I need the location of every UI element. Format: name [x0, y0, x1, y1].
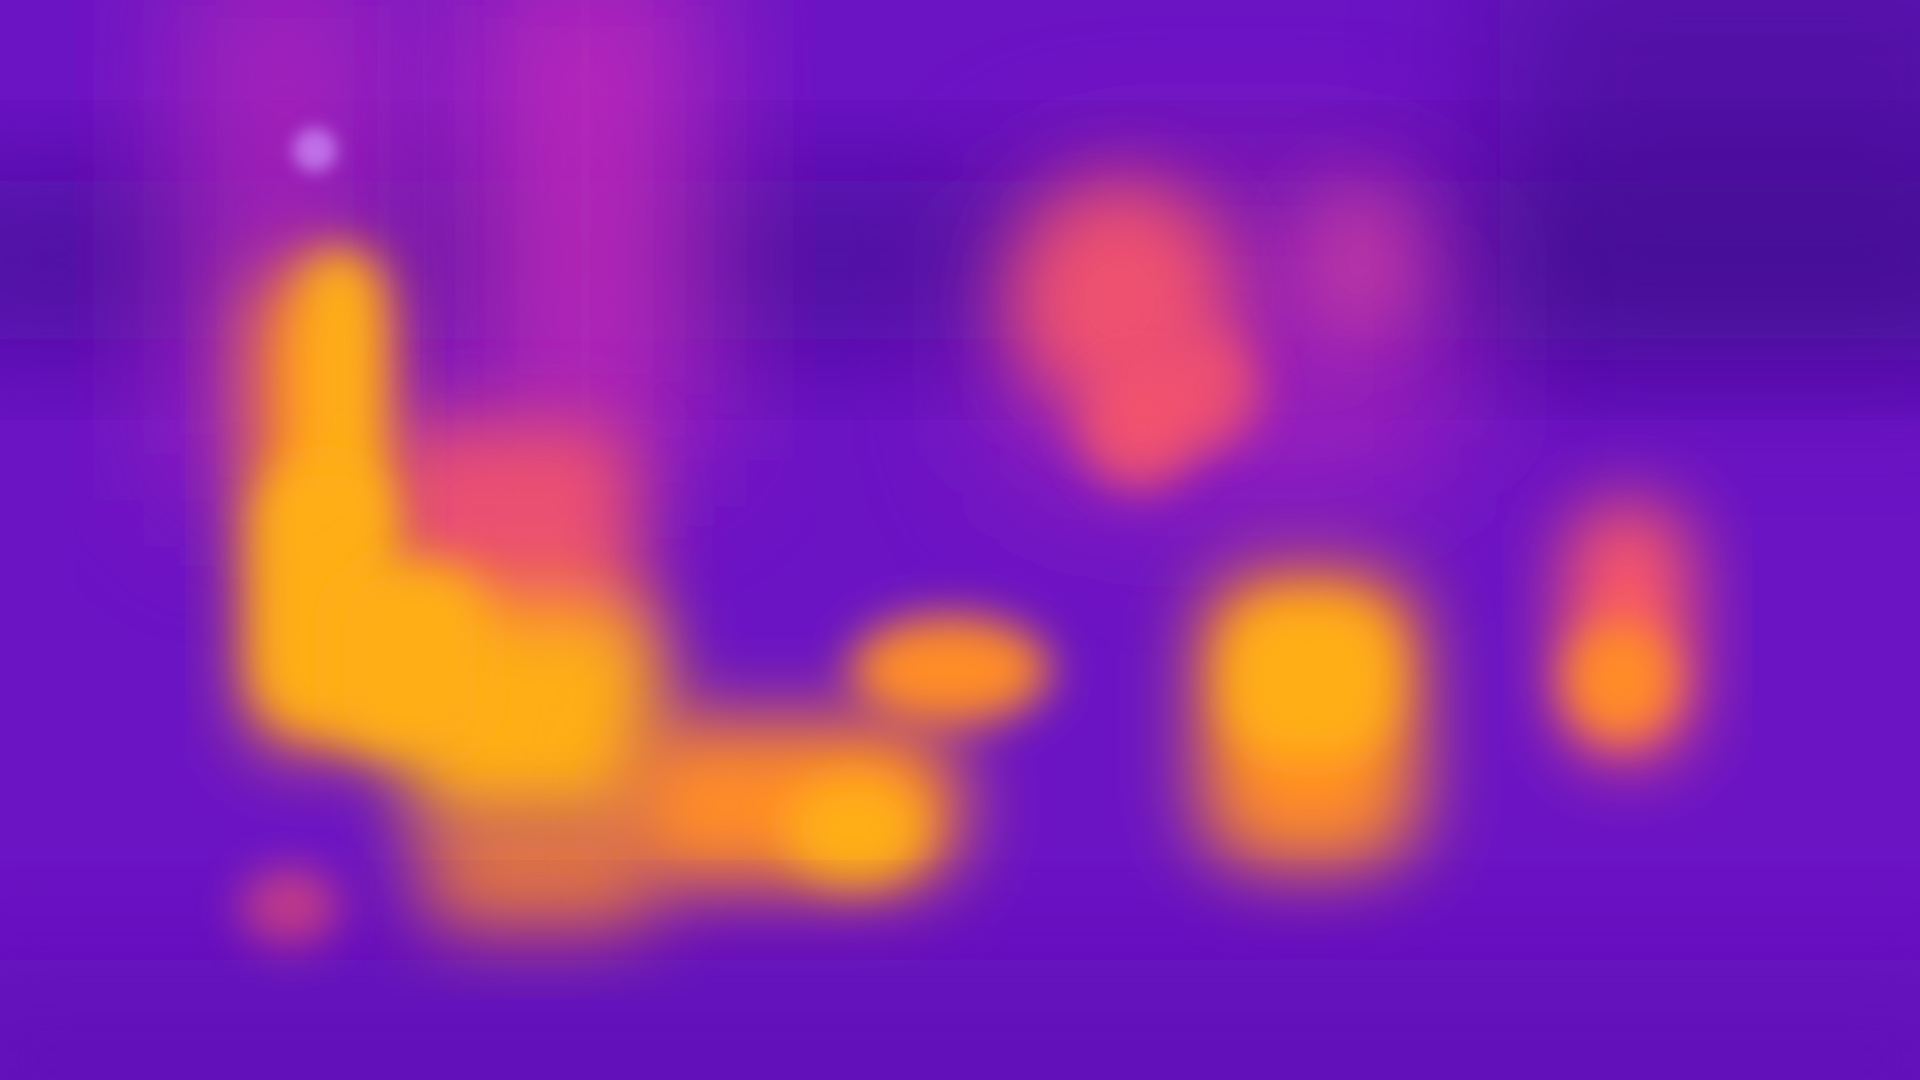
dark-corner [1500, 0, 1920, 360]
candle [1565, 500, 1690, 760]
speck [293, 128, 337, 172]
box [330, 560, 660, 830]
floor-band [0, 960, 1920, 1080]
warm-streak-right [470, 0, 700, 460]
jar [1200, 570, 1420, 870]
paper-cutout [1000, 170, 1460, 500]
flat-pack [240, 615, 1050, 950]
